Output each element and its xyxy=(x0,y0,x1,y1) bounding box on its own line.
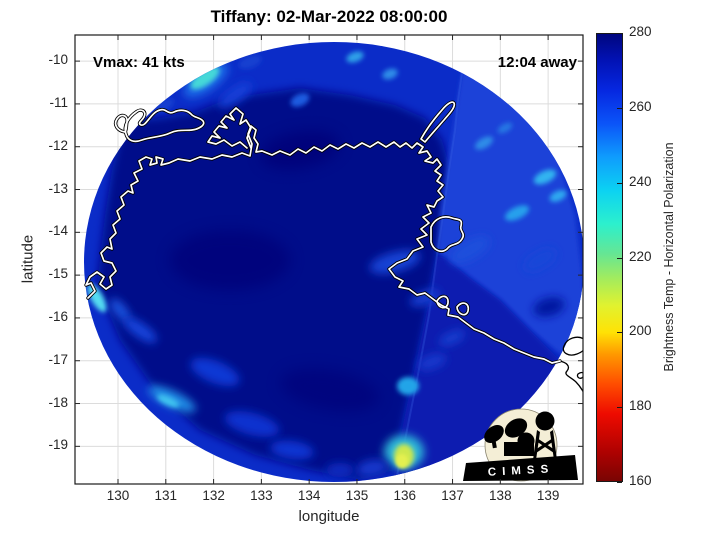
coastline xyxy=(84,100,562,365)
cimss-logo-text: CIMSS xyxy=(488,463,555,478)
coastline-path xyxy=(436,295,449,309)
colorbar-tick-label: 220 xyxy=(629,248,652,264)
colorbar-tick-label: 260 xyxy=(629,98,652,114)
x-tick-label: 134 xyxy=(297,488,321,503)
x-tick-label: 135 xyxy=(345,488,369,503)
colorbar-tick-mark xyxy=(617,482,622,483)
y-tick-label: -17 xyxy=(48,351,68,367)
colorbar-tick-label: 240 xyxy=(629,173,652,189)
cimss-banner xyxy=(463,455,578,481)
water-tower-icon xyxy=(535,411,555,431)
x-tick-label: 138 xyxy=(489,488,512,503)
y-tick-label: -15 xyxy=(48,266,68,282)
cimss-logo-silhouette xyxy=(484,411,557,460)
x-tick-label: 132 xyxy=(202,488,225,503)
colorbar-tick-mark xyxy=(617,33,622,34)
colorbar-tick-mark xyxy=(617,332,622,334)
colorbar-tick-mark xyxy=(617,107,622,109)
time-offset-annotation: 12:04 away xyxy=(497,54,577,71)
colorbar-tick-mark xyxy=(617,407,622,409)
colorbar-tick-label: 200 xyxy=(629,323,652,339)
colorbar-tick-label: 160 xyxy=(629,473,652,488)
x-tick-label: 133 xyxy=(250,488,273,503)
colorbar-tick-label: 280 xyxy=(629,24,652,39)
y-tick-label: -19 xyxy=(48,437,68,453)
x-tick-label: 131 xyxy=(154,488,178,503)
x-axis-label: longitude xyxy=(298,508,360,525)
colorbar-tick-mark xyxy=(617,257,622,259)
axes-border xyxy=(74,34,584,485)
vmax-annotation: Vmax: 41 kts xyxy=(93,54,185,71)
tick-marks xyxy=(75,35,583,484)
satellite-swath xyxy=(84,42,583,482)
y-tick-label: -13 xyxy=(48,180,68,196)
x-tick-label: 137 xyxy=(441,488,464,503)
satellite-dish-icon xyxy=(504,418,528,438)
colorbar-label: Brightness Temp - Horizontal Polarizatio… xyxy=(662,142,676,372)
x-tick-label: 130 xyxy=(106,488,130,503)
coastline-path xyxy=(430,216,465,252)
y-tick-label: -12 xyxy=(48,137,68,153)
x-tick-label: 136 xyxy=(393,488,416,503)
coastline-path xyxy=(85,125,561,364)
y-tick-label: -11 xyxy=(49,94,68,110)
swath-seam xyxy=(395,71,463,481)
colorbar-tick-label: 180 xyxy=(629,398,652,414)
colorbar-tick-mark xyxy=(617,182,622,184)
coastline-path xyxy=(207,107,252,149)
y-tick-label: -14 xyxy=(48,223,68,239)
plot-title: Tiffany: 02-Mar-2022 08:00:00 xyxy=(210,7,448,26)
coastline-path xyxy=(124,108,205,143)
x-tick-label: 139 xyxy=(536,488,560,503)
coastline-path xyxy=(420,101,456,143)
coastline-path xyxy=(114,114,128,133)
coastline-outside-swath xyxy=(558,336,583,393)
y-tick-label: -18 xyxy=(48,394,68,410)
y-tick-label: -16 xyxy=(48,308,68,324)
coastline-path xyxy=(456,302,470,316)
cimss-logo: CIMSS xyxy=(463,408,578,482)
satellite-dish-icon xyxy=(484,425,504,443)
y-tick-label: -10 xyxy=(48,52,68,68)
